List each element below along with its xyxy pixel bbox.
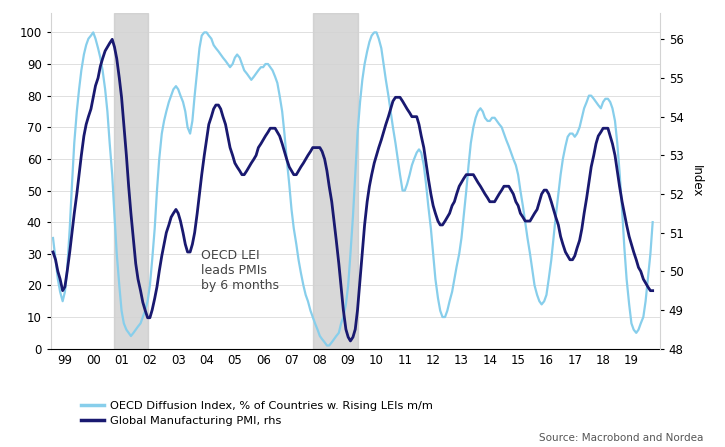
Y-axis label: Index: Index	[690, 165, 703, 197]
Legend: OECD Diffusion Index, % of Countries w. Rising LEIs m/m, Global Manufacturing PM: OECD Diffusion Index, % of Countries w. …	[80, 401, 434, 426]
Bar	[312, 13, 357, 349]
Text: Source: Macrobond and Nordea: Source: Macrobond and Nordea	[539, 433, 703, 443]
Text: OECD LEI
leads PMIs
by 6 months: OECD LEI leads PMIs by 6 months	[201, 249, 279, 292]
Bar	[115, 13, 148, 349]
